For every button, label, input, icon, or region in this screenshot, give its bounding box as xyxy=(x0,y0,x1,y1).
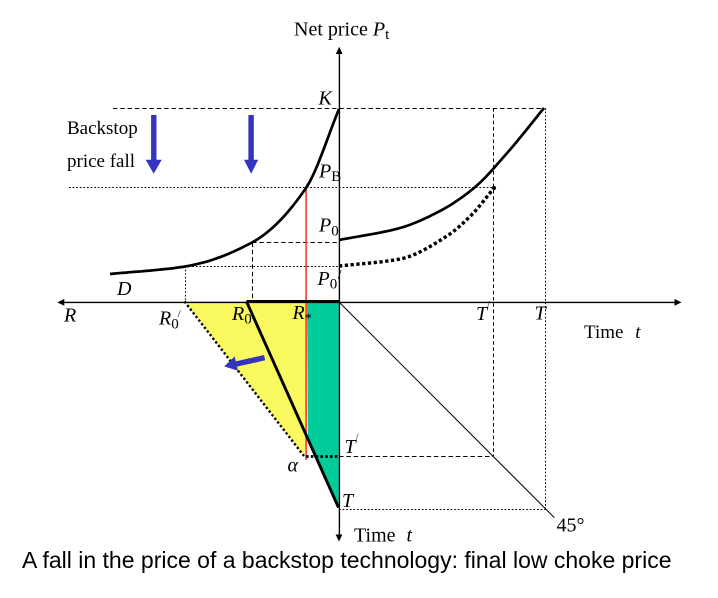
svg-text:Net price Pt: Net price Pt xyxy=(294,19,390,44)
svg-text:P0/: P0/ xyxy=(317,267,342,293)
svg-text:Time t: Time t xyxy=(354,525,413,547)
svg-text:Backstop: Backstop xyxy=(67,118,138,139)
svg-text:D: D xyxy=(116,278,132,300)
svg-text:T: T xyxy=(535,303,548,325)
svg-text:T/: T/ xyxy=(476,300,490,325)
svg-text:Time t: Time t xyxy=(584,322,641,343)
svg-text:α: α xyxy=(288,455,299,477)
svg-text:R: R xyxy=(63,305,76,327)
svg-text:T/: T/ xyxy=(345,433,359,459)
svg-text:P0: P0 xyxy=(318,215,339,240)
svg-text:45°: 45° xyxy=(557,515,585,537)
svg-text:T: T xyxy=(342,490,355,512)
svg-text:K: K xyxy=(318,88,334,110)
svg-text:A fall in the price of a backs: A fall in the price of a backstop techno… xyxy=(22,547,671,573)
svg-text:R0/: R0/ xyxy=(158,308,182,333)
svg-text:price fall: price fall xyxy=(67,151,135,172)
svg-text:PB: PB xyxy=(318,161,341,186)
